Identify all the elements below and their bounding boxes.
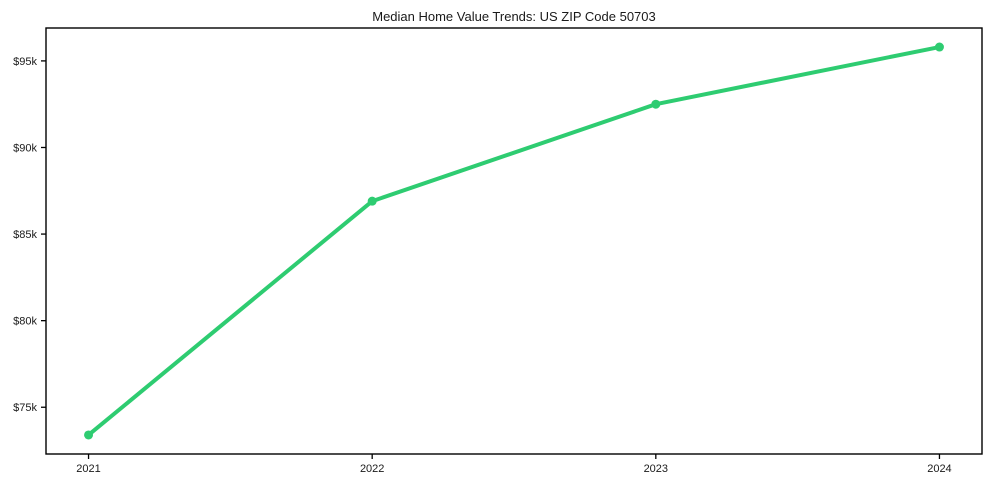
data-point — [84, 430, 94, 440]
plot-area — [45, 27, 983, 455]
x-tick-label: 2021 — [76, 463, 100, 475]
x-tick-label: 2023 — [644, 463, 668, 475]
data-series — [84, 42, 944, 440]
x-axis: 2021 2022 2023 2024 — [76, 454, 952, 475]
series-line — [86, 45, 942, 437]
x-tick-label: 2022 — [360, 463, 384, 475]
x-tick-label: 2024 — [927, 463, 951, 475]
y-tick-label: $75k — [13, 402, 37, 414]
data-point — [367, 196, 377, 206]
y-tick-label: $85k — [13, 229, 37, 241]
y-axis: $75k $80k $85k $90k $95k — [13, 56, 46, 414]
data-point — [934, 42, 944, 52]
y-tick-label: $90k — [13, 142, 37, 154]
chart-title: Median Home Value Trends: US ZIP Code 50… — [372, 9, 656, 24]
y-tick-label: $95k — [13, 56, 37, 68]
data-point — [651, 99, 661, 109]
y-tick-label: $80k — [13, 316, 37, 328]
